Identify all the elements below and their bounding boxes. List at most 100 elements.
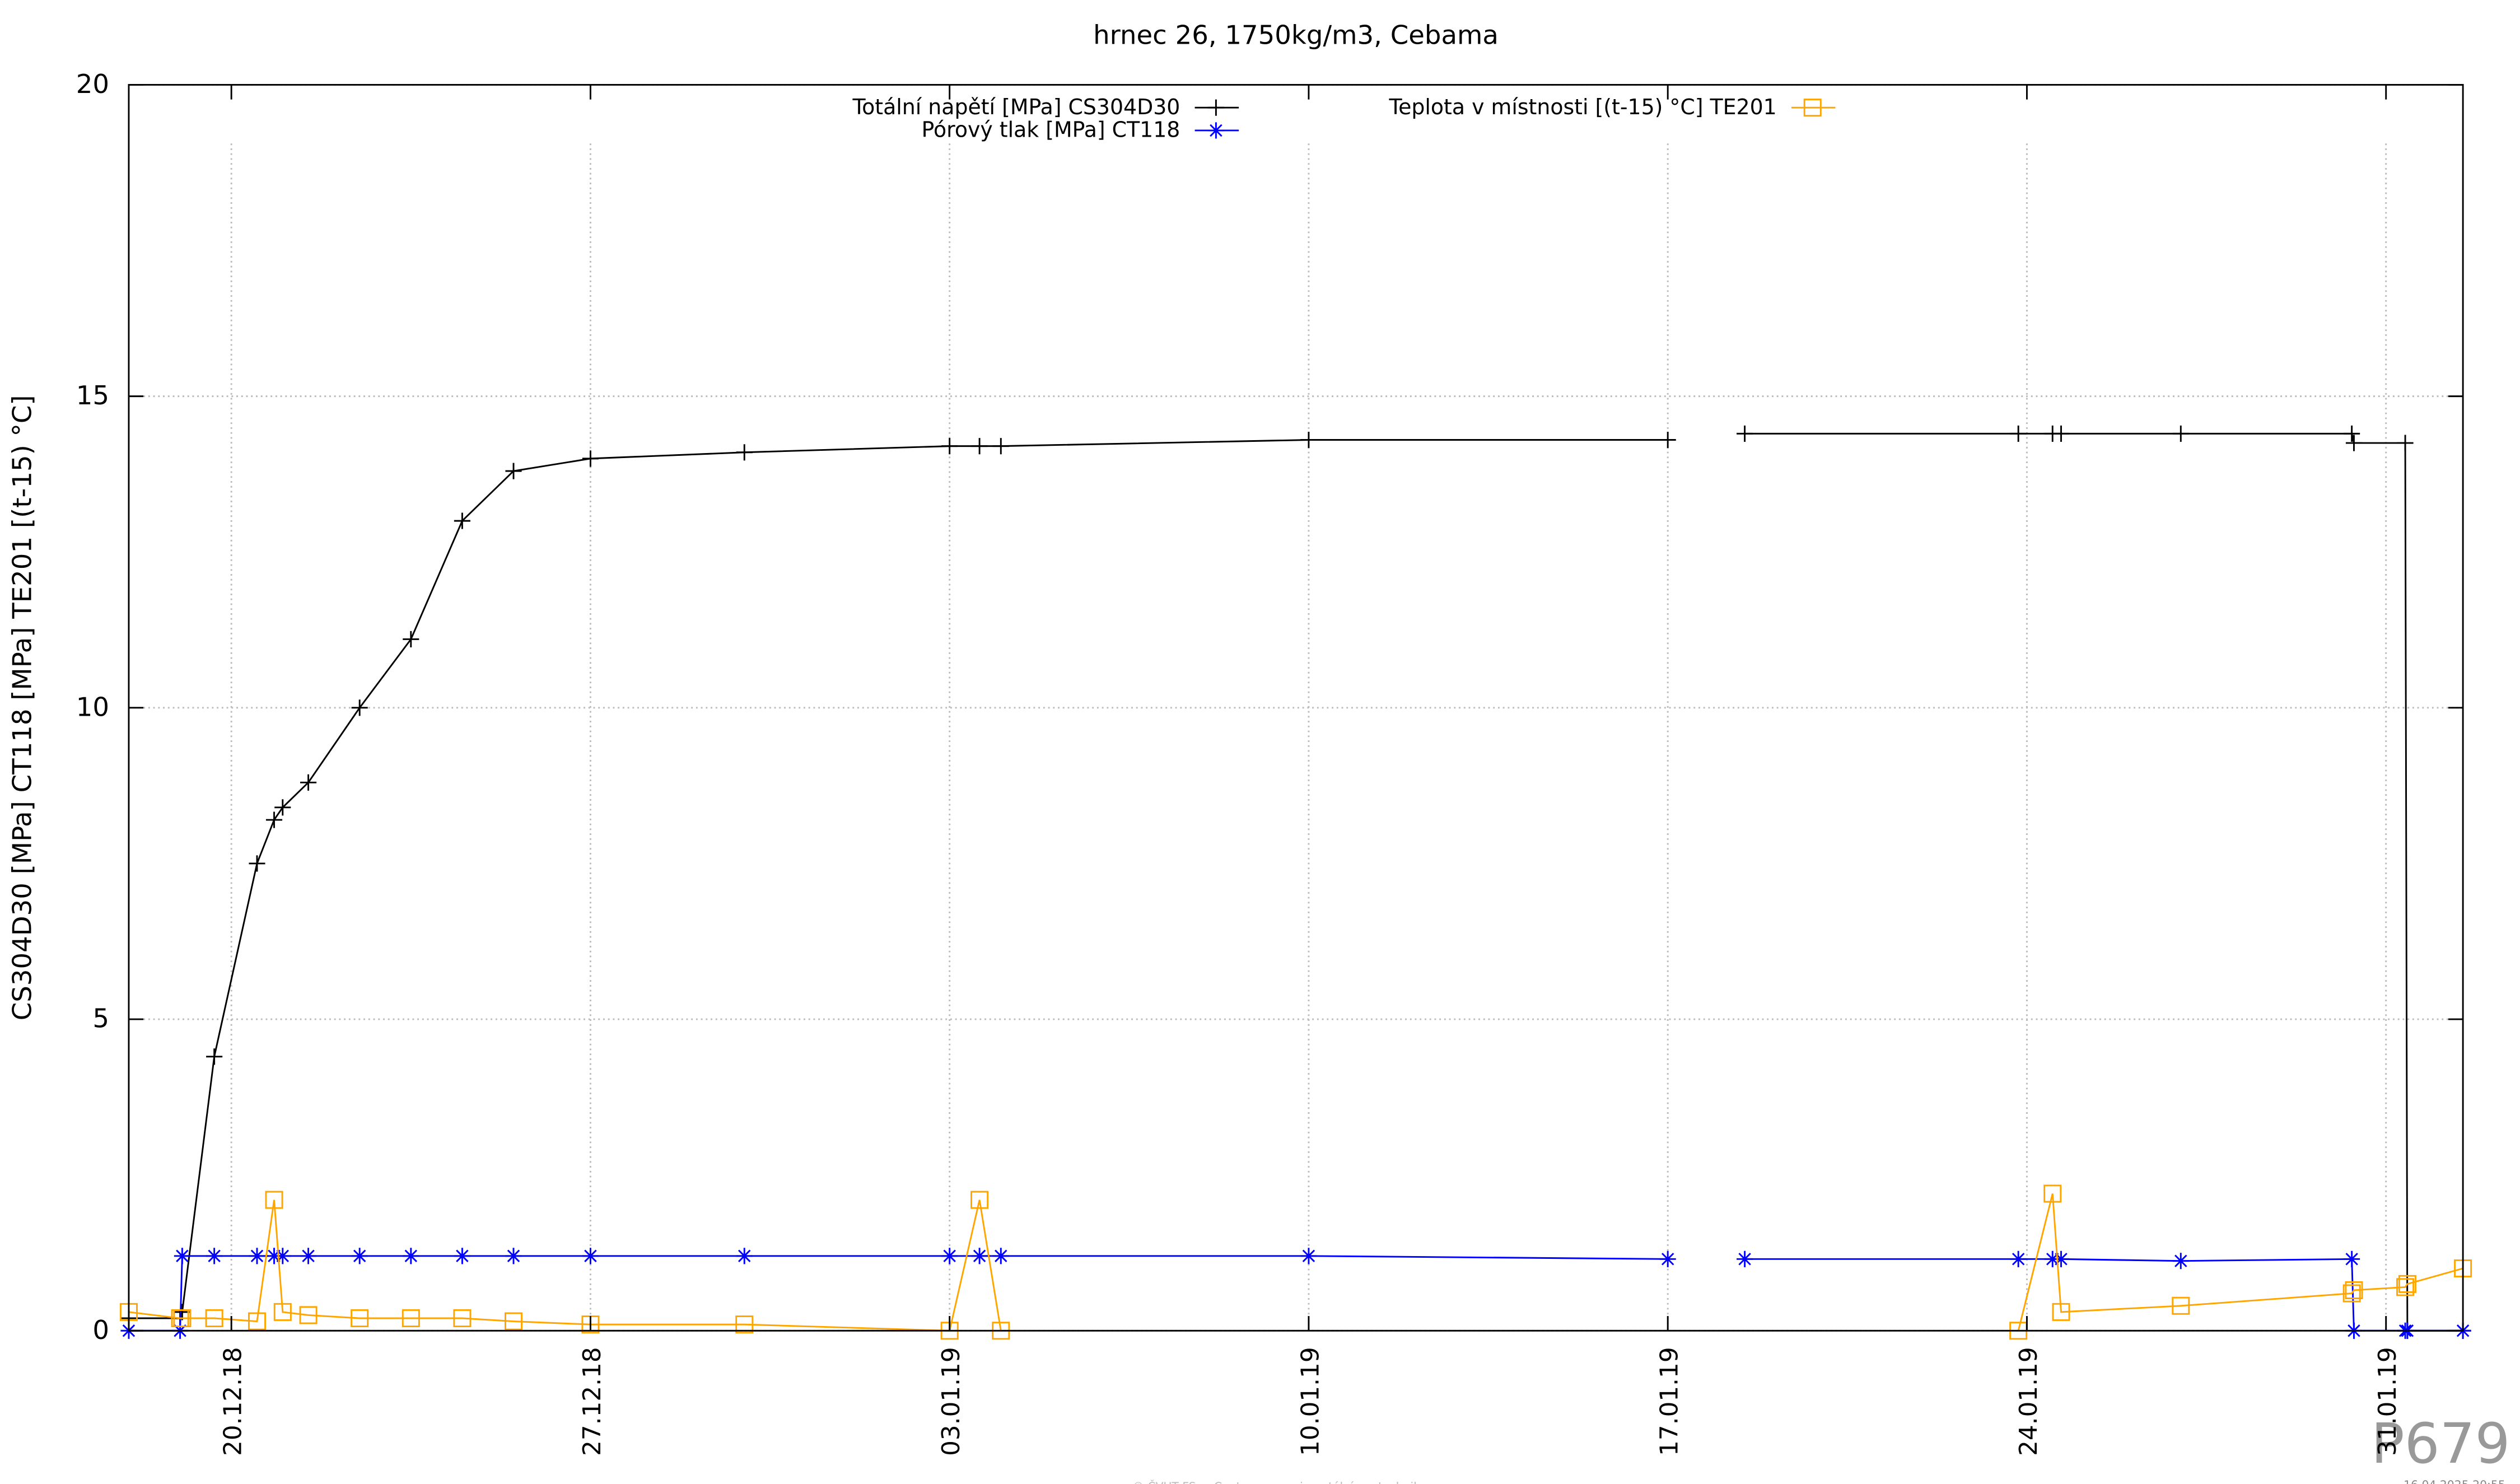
y-tick-label: 15 — [76, 380, 109, 410]
data-marker — [971, 438, 988, 455]
data-marker — [505, 1248, 522, 1264]
data-marker — [1737, 1250, 1753, 1267]
data-marker — [265, 811, 283, 828]
data-marker — [249, 855, 265, 872]
data-marker — [274, 1248, 291, 1264]
data-marker — [2344, 1250, 2360, 1267]
x-tick-label: 31.01.19 — [2373, 1347, 2402, 1455]
timestamp: 16.04.2025 20:55 — [2404, 1478, 2505, 1484]
data-marker — [454, 1248, 470, 1264]
data-marker — [2342, 1284, 2361, 1303]
data-marker — [173, 1309, 192, 1328]
data-marker — [992, 438, 1009, 455]
data-marker — [205, 1309, 223, 1328]
series-line — [128, 1193, 2463, 1332]
data-marker — [736, 1248, 753, 1264]
data-marker — [248, 1312, 266, 1331]
data-marker — [351, 699, 368, 716]
data-marker — [300, 774, 317, 791]
data-marker — [206, 1248, 223, 1264]
x-tick-label: 10.01.19 — [1296, 1347, 1324, 1455]
data-marker — [265, 1248, 283, 1264]
y-tick-label: 20 — [76, 69, 109, 99]
data-marker — [971, 1248, 988, 1264]
data-marker — [2172, 1296, 2190, 1315]
data-marker — [505, 463, 522, 479]
x-tick-label: 27.12.18 — [578, 1347, 606, 1455]
data-marker — [249, 1248, 265, 1264]
data-marker — [274, 799, 291, 816]
x-tick-label: 24.01.19 — [2014, 1347, 2043, 1455]
data-marker — [1737, 425, 1753, 442]
data-marker — [2172, 425, 2189, 442]
data-marker — [1659, 1250, 1676, 1267]
legend-marker — [1207, 122, 1224, 139]
data-marker — [2010, 425, 2027, 442]
data-marker — [454, 512, 470, 529]
data-marker — [581, 1315, 600, 1334]
data-marker — [2052, 425, 2070, 442]
data-marker — [351, 1309, 369, 1328]
data-marker — [403, 631, 419, 648]
legend-label: Pórový tlak [MPa] CT118 — [922, 118, 1180, 142]
data-marker — [1300, 1248, 1317, 1264]
data-marker — [940, 1322, 959, 1340]
legend-marker — [1803, 99, 1822, 117]
data-marker — [1300, 431, 1317, 449]
data-marker — [299, 1306, 318, 1324]
y-tick-label: 10 — [76, 692, 109, 722]
data-marker — [2397, 435, 2414, 451]
data-marker — [351, 1248, 368, 1264]
data-marker — [1659, 431, 1676, 449]
data-marker — [2044, 1250, 2061, 1267]
data-marker — [941, 1248, 958, 1264]
x-tick-label: 20.12.18 — [219, 1347, 248, 1455]
data-marker — [992, 1322, 1010, 1340]
footer: © ČVUT FSv - Centrum experimentální geot… — [1133, 1480, 1427, 1484]
y-tick-label: 0 — [92, 1315, 109, 1345]
data-marker — [2052, 1250, 2070, 1267]
data-marker — [2396, 1278, 2415, 1296]
plot — [119, 425, 2472, 1340]
x-tick-label: 17.01.19 — [1655, 1347, 1684, 1455]
data-marker — [736, 444, 753, 461]
data-marker — [992, 1248, 1009, 1264]
data-marker — [2009, 1322, 2028, 1340]
data-marker — [2454, 1259, 2472, 1278]
data-marker — [970, 1191, 989, 1209]
code-label: P679 — [2371, 1412, 2510, 1476]
data-marker — [941, 438, 958, 455]
data-marker — [735, 1315, 754, 1334]
data-marker — [453, 1309, 472, 1328]
data-marker — [505, 1312, 523, 1331]
data-marker — [2344, 425, 2360, 442]
data-marker — [119, 1303, 138, 1321]
data-marker — [403, 1248, 419, 1264]
data-marker — [582, 1248, 599, 1264]
data-marker — [2345, 1281, 2363, 1299]
legend-label: Teplota v místnosti [(t-15) °C] TE201 — [1388, 95, 1776, 119]
data-marker — [2172, 1253, 2189, 1270]
data-marker — [174, 1248, 190, 1264]
data-marker — [402, 1309, 420, 1328]
data-marker — [265, 1191, 283, 1209]
data-marker — [2398, 1275, 2416, 1293]
data-marker — [273, 1303, 292, 1321]
data-marker — [300, 1248, 317, 1264]
legend-marker — [1207, 99, 1224, 116]
y-axis-label: CS304D30 [MPa] CT118 [MPa] TE201 [(t-15)… — [7, 395, 37, 1020]
chart-title: hrnec 26, 1750kg/m3, Cebama — [1093, 20, 1499, 50]
y-tick-label: 5 — [92, 1004, 109, 1034]
data-marker — [206, 1048, 223, 1065]
x-tick-label: 03.01.19 — [937, 1347, 965, 1455]
data-marker — [582, 450, 599, 467]
data-marker — [2043, 1184, 2062, 1203]
data-marker — [2345, 435, 2363, 451]
data-marker — [2052, 1303, 2070, 1321]
data-marker — [2010, 1250, 2027, 1267]
legend-label: Totální napětí [MPa] CS304D30 — [852, 95, 1180, 119]
